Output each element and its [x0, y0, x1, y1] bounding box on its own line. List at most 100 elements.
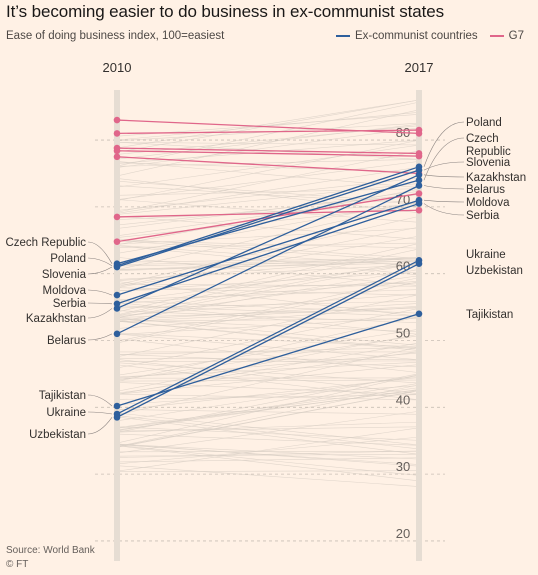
background-line	[116, 374, 420, 444]
label-left-moldova: Moldova	[43, 285, 87, 297]
series-kazakhstan	[113, 171, 423, 312]
series-dot-start	[113, 130, 121, 137]
series-dot-end	[415, 152, 423, 160]
background-line	[116, 287, 420, 296]
background-line	[116, 465, 420, 487]
series-line	[116, 184, 420, 335]
label-right-czech-republic: Czech	[466, 133, 499, 145]
series-line	[116, 263, 420, 418]
series-dot-end	[415, 310, 423, 318]
background-line	[116, 240, 420, 262]
legend-item-g7: G7	[489, 30, 524, 42]
axes: 2010201720304050607080	[103, 60, 434, 561]
background-line	[116, 269, 420, 322]
axis-column	[416, 90, 422, 561]
chart-title: It’s becoming easier to do business in e…	[6, 2, 444, 21]
background-line	[116, 238, 420, 259]
background-line	[116, 457, 420, 463]
label-right-ukraine: Ukraine	[466, 249, 506, 261]
background-line	[116, 262, 420, 270]
background-line	[116, 317, 420, 335]
background-line	[116, 127, 420, 168]
series-line	[116, 166, 420, 267]
background-line	[116, 347, 420, 355]
label-left-tajikistan: Tajikistan	[39, 390, 86, 402]
series-line	[116, 147, 420, 155]
background-line	[116, 470, 420, 473]
gridlines	[95, 139, 445, 542]
legend-label-ex-communist: Ex-communist countries	[354, 30, 478, 42]
series-dot-end	[415, 171, 423, 179]
background-line	[116, 382, 420, 395]
series-line	[116, 174, 420, 310]
background-line	[116, 242, 420, 248]
year-label: 2010	[103, 60, 132, 75]
series-dot-start	[113, 147, 121, 155]
series-dot-start	[113, 263, 121, 271]
background-lines	[114, 97, 422, 490]
chart-subtitle: Ease of doing business index, 100=easies…	[6, 30, 225, 42]
background-line	[116, 410, 420, 454]
leader-line	[423, 199, 465, 203]
series-line	[116, 129, 420, 135]
background-line	[116, 305, 420, 317]
background-line	[116, 426, 420, 441]
legend: Ex-communist countries G7	[324, 30, 524, 42]
background-line	[116, 317, 420, 346]
series-dot-end	[415, 166, 423, 174]
label-left-kazakhstan: Kazakhstan	[26, 313, 86, 325]
background-line	[116, 436, 420, 465]
series-dot-end	[415, 176, 423, 184]
label-right-moldova: Moldova	[466, 197, 510, 209]
series-dot-start	[113, 213, 121, 221]
background-line	[116, 333, 420, 361]
background-line	[116, 307, 420, 318]
background-line	[116, 306, 420, 323]
background-line	[116, 183, 420, 215]
leader-line	[423, 203, 465, 216]
background-line	[116, 357, 420, 361]
background-line	[116, 320, 420, 351]
background-line	[116, 293, 420, 316]
background-line	[116, 389, 420, 429]
background-line	[116, 385, 420, 405]
background-line	[116, 150, 420, 213]
background-line	[116, 227, 420, 245]
background-line	[116, 450, 420, 458]
background-line	[116, 275, 420, 318]
background-line	[116, 427, 420, 472]
year-label: 2017	[405, 60, 434, 75]
series-dot-start	[113, 414, 121, 421]
series-dot-end	[415, 206, 423, 214]
series-serbia	[113, 200, 423, 308]
background-line	[116, 259, 420, 316]
series-line	[116, 156, 420, 175]
background-line	[116, 409, 420, 415]
label-right-uzbekistan: Uzbekistan	[466, 265, 523, 277]
background-line	[116, 257, 420, 286]
series-dot-start	[113, 116, 121, 124]
background-line	[116, 282, 420, 291]
series-g7	[113, 147, 423, 160]
series-line	[116, 169, 420, 268]
label-right-slovenia: Slovenia	[466, 157, 511, 169]
series-line	[116, 209, 420, 218]
label-left-belarus: Belarus	[47, 335, 86, 347]
background-line	[116, 99, 420, 149]
leader-line	[87, 266, 113, 275]
leader-line	[423, 185, 465, 190]
series-g7	[113, 206, 423, 221]
label-left-slovenia: Slovenia	[42, 269, 87, 281]
background-line	[116, 444, 420, 465]
label-left-ukraine: Ukraine	[46, 407, 86, 419]
background-line	[116, 281, 420, 344]
leader-line	[87, 241, 113, 264]
label-left-poland: Poland	[50, 253, 86, 265]
series-slovenia	[113, 166, 423, 271]
leader-line	[87, 308, 113, 319]
label-left-uzbekistan: Uzbekistan	[29, 429, 86, 441]
background-line	[116, 335, 420, 381]
background-line	[116, 188, 420, 196]
